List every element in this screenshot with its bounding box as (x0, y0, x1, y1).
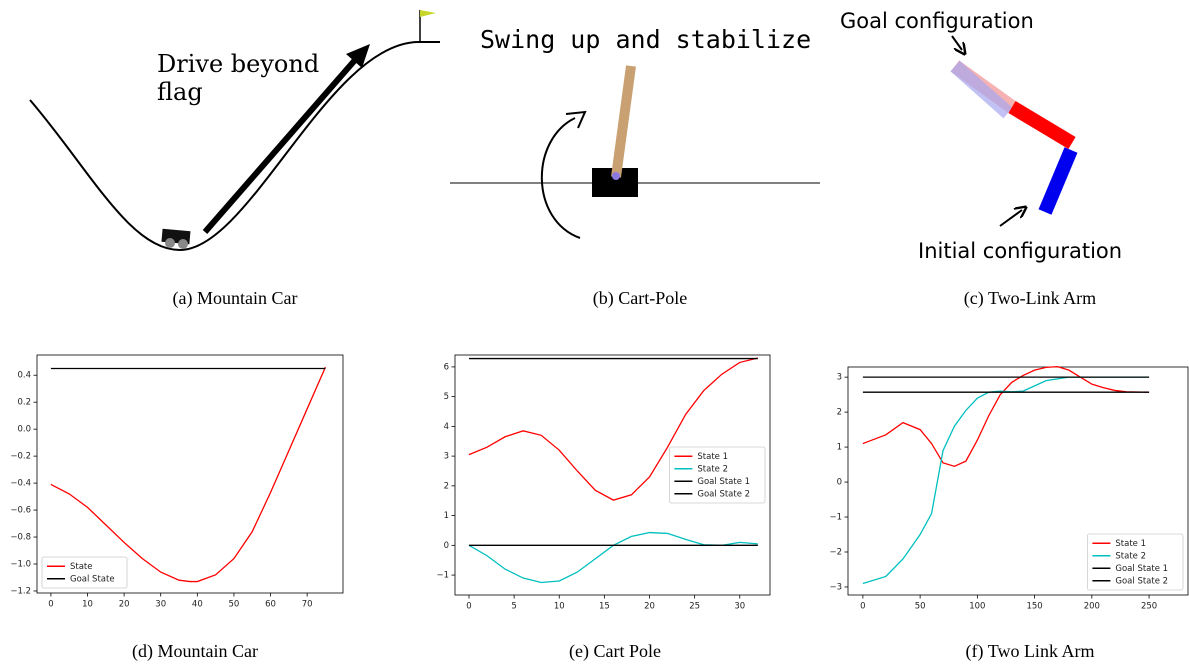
x-tick-label: 60 (265, 600, 276, 610)
legend-label: Goal State 1 (697, 477, 750, 487)
illustration-label: Initial configuration (918, 239, 1122, 263)
y-tick-label: 0.4 (17, 371, 31, 381)
legend-label: Goal State 1 (1115, 564, 1168, 574)
y-tick-label: −0.4 (10, 479, 31, 489)
arrow (205, 52, 362, 232)
wheel (178, 239, 188, 249)
x-tick-label: 20 (644, 602, 655, 612)
cart-pole-illustration: Swing up and stabilize (b) Cart-Pole (450, 25, 820, 309)
legend-label: Goal State (70, 574, 115, 584)
x-tick-label: 30 (734, 602, 745, 612)
x-tick-label: 10 (554, 602, 565, 612)
x-tick-label: 15 (599, 602, 610, 612)
y-tick-label: −0.6 (10, 506, 31, 516)
caption: (e) Cart Pole (569, 641, 661, 662)
axle (612, 172, 620, 180)
x-tick-label: 20 (119, 600, 130, 610)
x-tick-label: 250 (1141, 602, 1157, 612)
x-tick-label: 10 (82, 600, 93, 610)
y-tick-label: −0.8 (10, 533, 31, 543)
y-tick-label: 1 (444, 511, 449, 521)
x-tick-label: 40 (192, 600, 203, 610)
caption: (b) Cart-Pole (593, 288, 687, 309)
two-link-arm-illustration: Goal configuration Initial configuration… (840, 9, 1122, 309)
swing-arrow (542, 118, 580, 238)
caption: (a) Mountain Car (173, 288, 298, 309)
y-tick-label: 3 (837, 373, 842, 383)
series-line (469, 533, 758, 583)
legend-label: State 1 (1115, 539, 1146, 549)
legend-label: State 2 (697, 464, 728, 474)
caption: (c) Two-Link Arm (964, 288, 1096, 309)
mountain-car-illustration: Drive beyond flag (a) Mountain Car (30, 10, 440, 309)
pole (616, 66, 631, 177)
series-line (863, 367, 1149, 467)
series-line (51, 367, 326, 581)
figure: Drive beyond flag (a) Mountain Car Swing… (0, 0, 1189, 666)
x-tick-label: 25 (689, 602, 700, 612)
x-tick-label: 0 (466, 602, 471, 612)
wheel (165, 238, 175, 248)
y-tick-label: 0 (837, 478, 842, 488)
illustration-label: Drive beyond (157, 50, 319, 78)
flag (420, 10, 436, 17)
y-tick-label: 3 (444, 452, 449, 462)
legend-label: Goal State 2 (697, 489, 750, 499)
arm-link (1045, 150, 1071, 212)
y-tick-label: 4 (444, 422, 449, 432)
y-tick-label: 2 (837, 408, 842, 418)
x-tick-label: 70 (302, 600, 313, 610)
y-tick-label: 0 (444, 541, 449, 551)
x-tick-label: 50 (229, 600, 240, 610)
y-tick-label: 0.2 (17, 398, 31, 408)
x-tick-label: 150 (1026, 602, 1042, 612)
legend-label: State 2 (1115, 551, 1146, 561)
y-tick-label: −2 (829, 547, 842, 557)
pointer-arrow (952, 36, 962, 50)
y-tick-label: −1 (436, 571, 449, 581)
goal-link (955, 66, 1008, 113)
illustration-label: Swing up and stabilize (480, 25, 811, 54)
x-tick-label: 100 (969, 602, 985, 612)
y-tick-label: 1 (837, 443, 842, 453)
y-tick-label: 0.0 (17, 425, 31, 435)
arm-link (1012, 107, 1072, 143)
y-tick-label: −3 (829, 582, 842, 592)
y-tick-label: 6 (444, 362, 449, 372)
illustration-label: flag (157, 78, 203, 106)
x-tick-label: 200 (1084, 602, 1100, 612)
legend-label: Goal State 2 (1115, 576, 1168, 586)
caption: (d) Mountain Car (132, 641, 258, 662)
y-tick-label: −1 (829, 513, 842, 523)
legend-label: State (70, 562, 93, 572)
y-tick-label: −1.2 (10, 586, 31, 596)
x-tick-label: 50 (915, 602, 926, 612)
caption: (f) Two Link Arm (966, 641, 1095, 662)
y-tick-label: 2 (444, 481, 449, 491)
pointer-arrow (1000, 210, 1022, 226)
illustration-label: Goal configuration (840, 9, 1034, 33)
swing-arrow-head (566, 112, 585, 128)
x-tick-label: 0 (860, 602, 865, 612)
legend-label: State 1 (697, 452, 728, 462)
x-tick-label: 30 (155, 600, 166, 610)
x-tick-label: 0 (48, 600, 53, 610)
y-tick-label: −1.0 (10, 560, 31, 570)
y-tick-label: 5 (444, 392, 449, 402)
x-tick-label: 5 (511, 602, 516, 612)
y-tick-label: −0.2 (10, 452, 31, 462)
